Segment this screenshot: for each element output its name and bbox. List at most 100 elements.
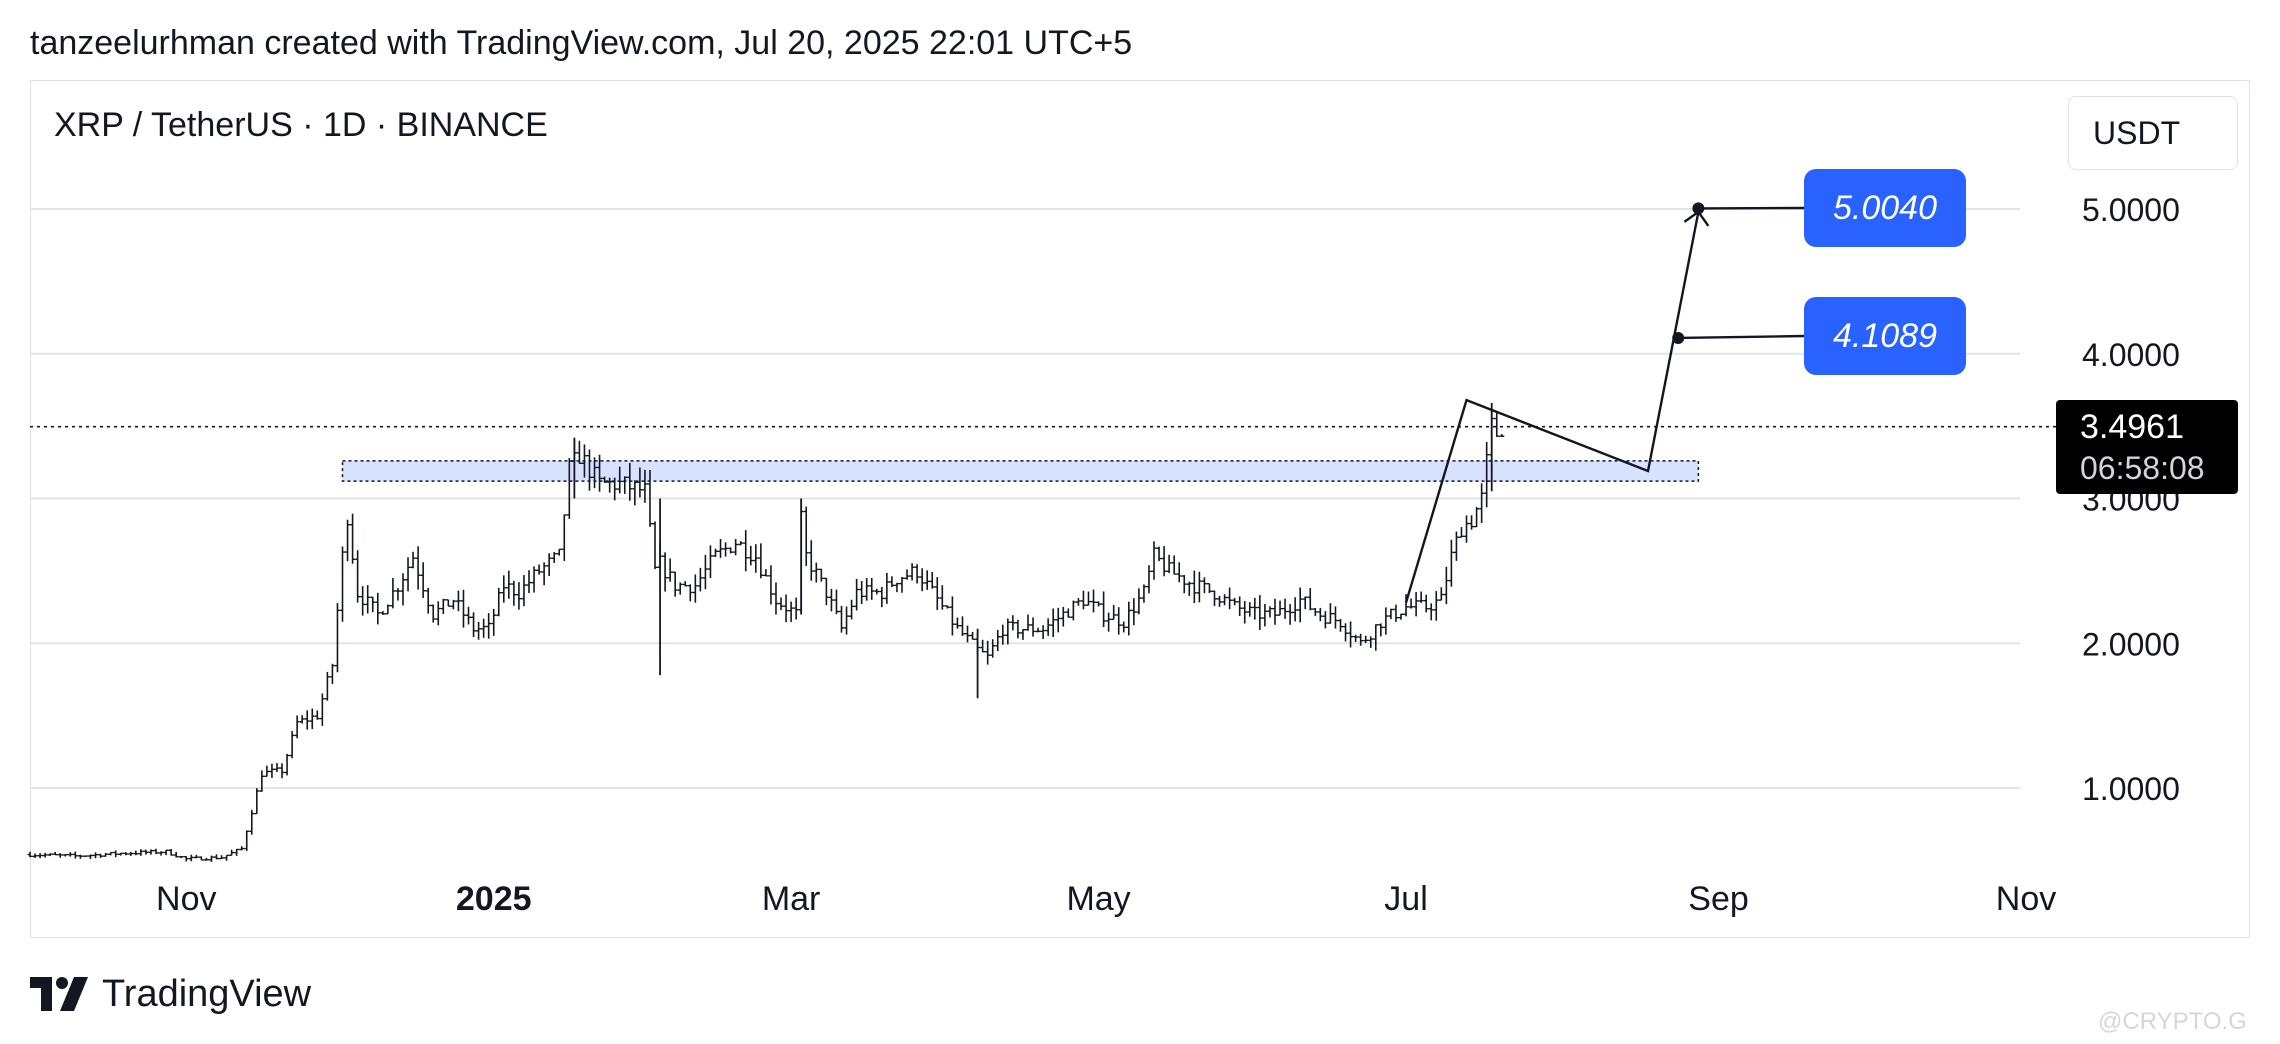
ohlc-bar (1408, 598, 1414, 609)
target-label-5[interactable]: 5.0040 (1804, 169, 1966, 247)
ohlc-bar (1136, 588, 1142, 615)
ohlc-bar (1020, 628, 1026, 640)
ohlc-bar (1055, 607, 1061, 633)
ohlc-bar (118, 852, 124, 856)
ohlc-bar (203, 857, 209, 861)
ohlc-bar (939, 585, 945, 610)
ohlc-bar (1151, 541, 1157, 580)
ohlc-bar (677, 582, 683, 595)
ohlc-bar (1448, 539, 1454, 587)
tradingview-logo-icon (30, 977, 88, 1011)
ohlc-bar (1307, 588, 1313, 611)
ohlc-bar (1469, 515, 1475, 530)
last-price-value: 3.4961 (2080, 408, 2184, 446)
ohlc-bar (793, 597, 799, 620)
ohlc-bar (103, 852, 109, 857)
ohlc-bar (1101, 591, 1107, 628)
ohlc-bar (1317, 607, 1323, 622)
ohlc-bar (239, 846, 245, 851)
ohlc-bar (828, 588, 834, 612)
ohlc-bar (350, 513, 356, 564)
ohlc-bar (1479, 483, 1485, 523)
ohlc-bar (355, 550, 361, 603)
ohlc-bar (123, 852, 129, 856)
symbol-title: XRP / TetherUS · 1D · BINANCE (54, 106, 548, 144)
ohlc-bar (1322, 611, 1328, 629)
ohlc-bar (1494, 410, 1500, 437)
ohlc-bar (1065, 608, 1071, 618)
ohlc-bar (229, 849, 235, 857)
ohlc-bar (944, 605, 950, 609)
ohlc-bar (702, 554, 708, 590)
ohlc-bar (758, 543, 764, 579)
ohlc-bar (561, 514, 567, 562)
ohlc-bar (934, 577, 940, 610)
projection-path[interactable] (1404, 211, 1700, 604)
target-marker-dot[interactable] (1692, 202, 1705, 215)
ohlc-bar (481, 618, 487, 638)
ohlc-bar (213, 854, 219, 860)
projection-path-layer[interactable] (1404, 202, 1805, 604)
ohlc-bar (1348, 621, 1354, 648)
ohlc-bar (471, 612, 477, 637)
ohlc-bar (158, 851, 164, 856)
ohlc-bar (551, 551, 557, 563)
target-label-4[interactable]: 4.1089 (1804, 297, 1966, 375)
ohlc-bar (173, 851, 179, 858)
ohlc-bar (970, 631, 976, 640)
ohlc-bar (1106, 612, 1112, 632)
ohlc-bar (808, 540, 814, 581)
ohlc-bar (556, 548, 562, 556)
ohlc-bar (1262, 603, 1268, 627)
ohlc-bar (859, 581, 865, 604)
ohlc-bar (450, 599, 456, 610)
ohlc-bar (995, 629, 1001, 652)
ohlc-bar (279, 763, 285, 779)
ohlc-bar (52, 851, 58, 856)
ohlc-bar (1085, 591, 1091, 606)
tradingview-logo[interactable]: TradingView (30, 970, 311, 1018)
ohlc-bar (1005, 618, 1011, 645)
ohlc-bar (743, 530, 749, 572)
target-leader-line (1678, 334, 1805, 340)
ohlc-bar (899, 576, 905, 593)
ohlc-bar (1010, 615, 1016, 631)
ohlc-bar (1141, 584, 1147, 603)
ohlc-bar (32, 853, 38, 859)
ohlc-bar (62, 853, 68, 857)
ohlc-bar (662, 552, 668, 592)
bar-countdown: 06:58:08 (2080, 450, 2205, 486)
ohlc-bar (460, 589, 466, 628)
tradingview-brand-text: TradingView (102, 972, 312, 1015)
target-marker-dot[interactable] (1672, 331, 1685, 344)
ohlc-bar (395, 588, 401, 601)
ohlc-bar (299, 715, 305, 724)
ohlc-bar (707, 545, 713, 579)
ohlc-bar (375, 592, 381, 625)
ohlc-bar (415, 546, 421, 590)
ohlc-bar (319, 693, 325, 726)
ohlc-bar (1267, 606, 1273, 618)
currency-selector[interactable]: USDT (2068, 96, 2238, 170)
ohlc-bar (244, 830, 250, 851)
ohlc-bar (143, 849, 149, 855)
ohlc-bar (1292, 597, 1298, 622)
ohlc-bar (627, 463, 633, 501)
ohlc-bar (254, 788, 260, 815)
ohlc-bar (138, 849, 144, 856)
ohlc-bar (67, 852, 73, 857)
ohlc-bar (1287, 604, 1293, 625)
ohlc-bar (178, 855, 184, 859)
ohlc-bar (788, 601, 794, 622)
support-zone[interactable] (341, 460, 1700, 482)
ohlc-bar (874, 588, 880, 595)
ohlc-bar (476, 621, 482, 640)
ohlc-bar (637, 467, 643, 498)
ohlc-bar (864, 578, 870, 601)
ohlc-bar (904, 569, 910, 580)
ohlc-bar (672, 571, 678, 597)
ohlc-bar (430, 604, 436, 623)
ohlc-bar (466, 606, 472, 625)
ohlc-bar (632, 480, 638, 506)
